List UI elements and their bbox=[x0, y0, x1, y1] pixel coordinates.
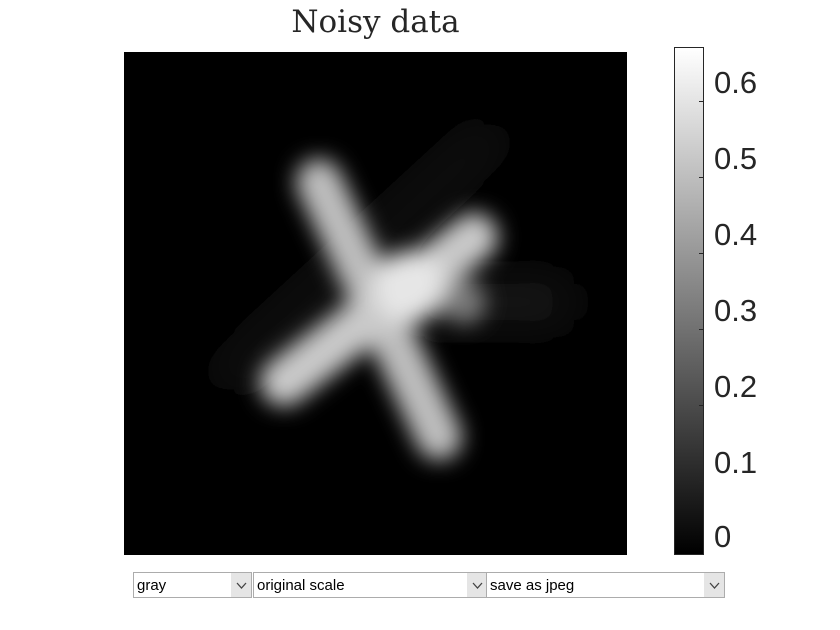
chart-title: Noisy data bbox=[291, 4, 460, 40]
x-shape-group bbox=[260, 159, 498, 460]
colorbar-tick-mark bbox=[699, 328, 704, 330]
colorbar bbox=[674, 47, 704, 555]
x-stroke-b bbox=[260, 213, 498, 406]
ghost-blob bbox=[522, 280, 566, 324]
colorbar-tick-label: 0.5 bbox=[714, 141, 758, 176]
chevron-down-icon[interactable] bbox=[231, 573, 251, 597]
x-center-highlight bbox=[373, 251, 445, 323]
colorbar-tick-mark bbox=[699, 404, 704, 406]
colorbar-tick-label: 0.2 bbox=[714, 369, 758, 404]
colorbar-tick-label: 0 bbox=[714, 519, 732, 554]
colorbar-tick-label: 0.3 bbox=[714, 293, 758, 328]
scale-select[interactable]: original scale bbox=[253, 572, 488, 598]
colorbar-tick-mark bbox=[699, 480, 704, 482]
colorbar-tick-mark bbox=[699, 252, 704, 254]
colorbar-ticks: 0 0.1 0.2 0.3 0.4 0.5 0.6 bbox=[699, 0, 804, 630]
save-select-value: save as jpeg bbox=[490, 577, 575, 594]
chevron-down-icon[interactable] bbox=[704, 573, 724, 597]
colorbar-tick-mark bbox=[699, 100, 704, 102]
image-plot bbox=[124, 52, 627, 555]
chevron-down-icon[interactable] bbox=[467, 573, 487, 597]
save-select[interactable]: save as jpeg bbox=[486, 572, 725, 598]
colorbar-tick-mark bbox=[699, 176, 704, 178]
scale-select-value: original scale bbox=[257, 577, 345, 594]
x-right-blob bbox=[442, 280, 486, 324]
noisy-image bbox=[124, 52, 627, 555]
colorbar-tick-label: 0.6 bbox=[714, 65, 758, 100]
colormap-select-value: gray bbox=[137, 577, 167, 594]
colormap-select[interactable]: gray bbox=[133, 572, 252, 598]
colorbar-tick-label: 0.1 bbox=[714, 445, 758, 480]
colorbar-tick-label: 0.4 bbox=[714, 217, 758, 252]
